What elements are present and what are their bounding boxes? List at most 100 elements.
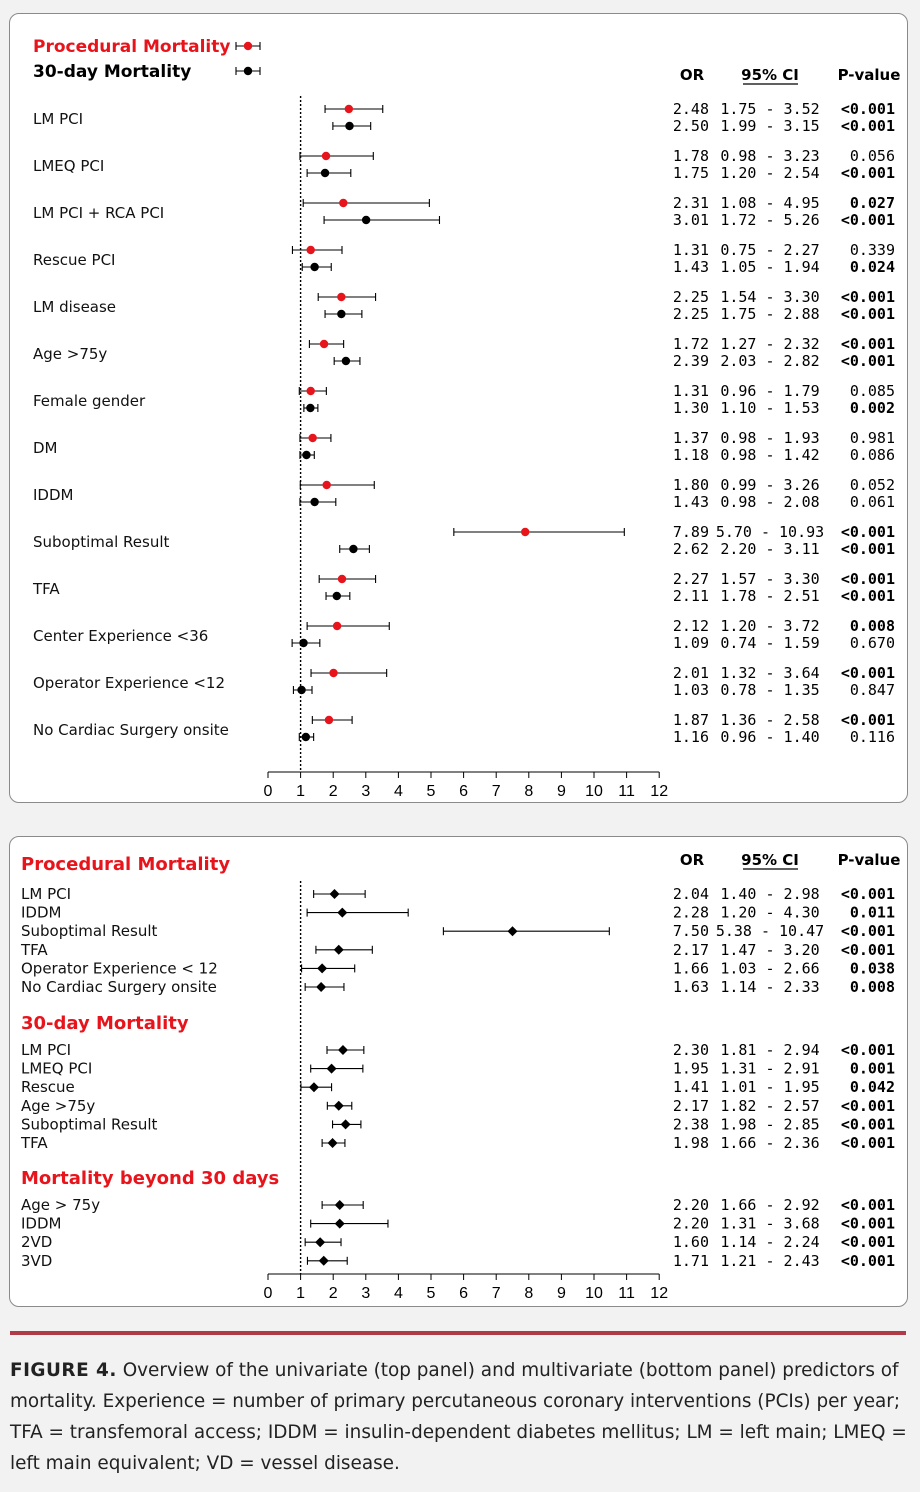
thirty-day-or-marker xyxy=(345,121,354,131)
or-value: 2.27 xyxy=(673,570,709,588)
or-value: 2.04 xyxy=(673,885,709,903)
or-value: 1.78 xyxy=(673,147,709,165)
ci-value: 1.14 - 2.33 xyxy=(720,978,819,996)
legend-marker xyxy=(243,66,253,76)
legend-label: 30-day Mortality xyxy=(33,62,191,82)
or-value: 1.75 xyxy=(673,164,709,182)
p-value: <0.001 xyxy=(841,352,895,370)
p-value: <0.001 xyxy=(841,1233,895,1251)
x-tick-label: 5 xyxy=(427,783,436,800)
or-diamond-marker xyxy=(337,907,348,918)
x-tick-label: 10 xyxy=(585,1285,603,1302)
thirty-day-or-marker xyxy=(301,732,311,742)
or-value: 1.31 xyxy=(673,241,709,259)
p-value: 0.002 xyxy=(850,399,895,417)
row-label: LM disease xyxy=(33,298,116,316)
or-value: 2.11 xyxy=(673,587,709,605)
row-label: Age >75y xyxy=(21,1097,95,1115)
x-tick-label: 8 xyxy=(524,1285,533,1302)
or-diamond-marker xyxy=(318,1255,329,1266)
thirty-day-or-marker xyxy=(349,544,358,554)
p-value: <0.001 xyxy=(841,1097,895,1115)
or-diamond-marker xyxy=(315,1237,326,1248)
p-value: 0.001 xyxy=(850,1060,895,1078)
or-value: 1.16 xyxy=(673,728,709,746)
or-value: 1.71 xyxy=(673,1252,709,1270)
ci-value: 1.72 - 5.26 xyxy=(720,211,819,229)
p-value: 0.847 xyxy=(850,681,895,699)
procedural-or-marker xyxy=(306,386,315,396)
or-value: 1.60 xyxy=(673,1233,709,1251)
or-value: 2.01 xyxy=(673,664,709,682)
p-value: 0.052 xyxy=(850,476,895,494)
x-tick-label: 5 xyxy=(427,1285,436,1302)
or-diamond-marker xyxy=(316,982,327,992)
p-value: <0.001 xyxy=(841,587,895,605)
p-value: <0.001 xyxy=(841,941,895,959)
x-tick-label: 12 xyxy=(650,783,668,800)
header-or: OR xyxy=(680,851,705,869)
row-label: IDDM xyxy=(33,486,73,504)
p-value: 0.056 xyxy=(850,147,895,165)
or-value: 2.31 xyxy=(673,194,709,212)
ci-value: 0.74 - 1.59 xyxy=(720,634,819,652)
row-label: No Cardiac Surgery onsite xyxy=(33,721,229,739)
p-value: <0.001 xyxy=(841,523,895,541)
x-tick-label: 8 xyxy=(524,783,533,800)
thirty-day-or-marker xyxy=(337,309,346,319)
or-value: 1.87 xyxy=(673,711,709,729)
or-value: 2.25 xyxy=(673,305,709,323)
multivariate-panel: OR 95% CI P-value 0 1 2 3 4 5 6 7 8 9 10 11 12 Procedura… xyxy=(9,836,908,1307)
ci-value: 1.32 - 3.64 xyxy=(720,664,819,682)
row-label: IDDM xyxy=(21,904,61,922)
x-tick-label: 9 xyxy=(557,783,566,800)
ci-value: 0.98 - 1.42 xyxy=(720,446,819,464)
p-value: <0.001 xyxy=(841,1115,895,1133)
or-value: 1.41 xyxy=(673,1078,709,1096)
procedural-or-marker xyxy=(339,198,348,208)
row-label: IDDM xyxy=(21,1215,61,1233)
group-title: Mortality beyond 30 days xyxy=(21,1168,279,1189)
or-diamond-marker xyxy=(337,1045,348,1055)
or-diamond-marker xyxy=(507,926,518,937)
figure-caption-text: Overview of the univariate (top panel) a… xyxy=(10,1360,907,1474)
ci-value: 0.98 - 1.93 xyxy=(720,429,819,447)
thirty-day-or-marker xyxy=(361,215,371,225)
p-value: <0.001 xyxy=(841,885,895,903)
figure-caption: FIGURE 4. Overview of the univariate (to… xyxy=(10,1355,908,1479)
or-value: 2.20 xyxy=(673,1215,709,1233)
row-label: LMEQ PCI xyxy=(21,1060,92,1078)
x-tick-label: 1 xyxy=(296,1285,305,1302)
ci-value: 0.96 - 1.40 xyxy=(720,728,819,746)
or-diamond-marker xyxy=(333,1100,344,1111)
p-value: 0.042 xyxy=(850,1078,895,1096)
or-value: 2.28 xyxy=(673,904,709,922)
ci-value: 1.54 - 3.30 xyxy=(720,288,819,306)
ci-value: 5.38 - 10.47 xyxy=(716,922,824,940)
or-value: 1.66 xyxy=(673,959,709,977)
ci-value: 1.99 - 3.15 xyxy=(720,117,819,135)
row-label: Age > 75y xyxy=(21,1196,100,1214)
or-value: 1.63 xyxy=(673,978,709,996)
ci-value: 1.01 - 1.95 xyxy=(720,1078,819,1096)
p-value: 0.086 xyxy=(850,446,895,464)
or-value: 7.50 xyxy=(673,922,709,940)
p-value: 0.085 xyxy=(850,382,895,400)
ci-value: 1.21 - 2.43 xyxy=(720,1252,819,1270)
row-label: Rescue PCI xyxy=(33,251,116,269)
or-value: 1.98 xyxy=(673,1134,709,1152)
p-value: <0.001 xyxy=(841,211,895,229)
or-value: 2.12 xyxy=(673,617,709,635)
p-value: <0.001 xyxy=(841,570,895,588)
or-value: 7.89 xyxy=(673,523,709,541)
or-value: 1.18 xyxy=(673,446,709,464)
x-tick-label: 10 xyxy=(585,783,603,800)
row-label: LM PCI + RCA PCI xyxy=(33,204,164,222)
or-value: 1.95 xyxy=(673,1060,709,1078)
ci-value: 1.82 - 2.57 xyxy=(720,1097,819,1115)
ci-value: 1.98 - 2.85 xyxy=(720,1115,819,1133)
ci-value: 1.31 - 3.68 xyxy=(720,1215,819,1233)
procedural-or-marker xyxy=(332,621,342,631)
ci-value: 1.27 - 2.32 xyxy=(720,335,819,353)
x-tick-label: 4 xyxy=(394,783,403,800)
